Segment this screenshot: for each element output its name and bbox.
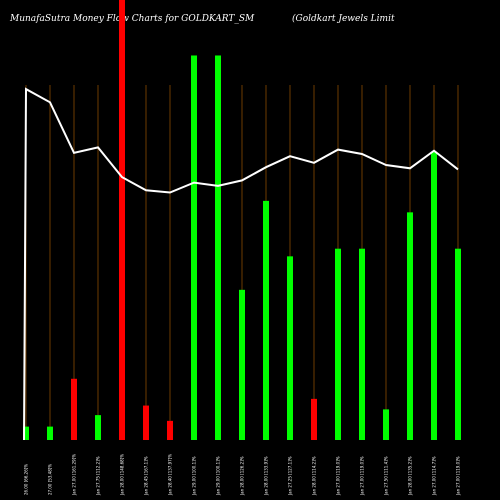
x-tick-label: Jan 28.00 [148.68]% bbox=[120, 454, 125, 496]
bar bbox=[335, 248, 341, 440]
bar bbox=[431, 152, 437, 440]
x-tick-label: 26.00 [66.26]% bbox=[24, 464, 29, 495]
x-tick-label: Jan 27.75 [112.2]% bbox=[96, 456, 101, 496]
chart-subtitle: (Goldkart Jewels Limit bbox=[292, 13, 395, 24]
bar bbox=[287, 256, 293, 440]
x-tick-label: Jan 29.00 [100.1]% bbox=[216, 456, 221, 496]
flow-line bbox=[23, 87, 459, 441]
bar bbox=[455, 248, 461, 440]
bar bbox=[191, 55, 197, 440]
bar bbox=[47, 426, 53, 440]
bar bbox=[239, 289, 245, 440]
x-tick-labels: 26.00 [66.26]% 27.00 [53.48]% Jan 27.00 [1… bbox=[24, 454, 461, 496]
bar bbox=[407, 212, 413, 440]
bar bbox=[71, 378, 77, 440]
bar bbox=[119, 0, 125, 440]
flow-line-path bbox=[23, 87, 459, 441]
x-tick-label: Jan 28.00 [126.2]% bbox=[240, 456, 245, 496]
bar bbox=[359, 248, 365, 440]
x-tick-label: Jan 27.00 [119.0]% bbox=[360, 456, 365, 496]
x-tick-label: Jan 28.45 [167.1]% bbox=[144, 456, 149, 496]
bars bbox=[23, 0, 461, 440]
x-tick-label: Jan 27.00 [119.0]% bbox=[336, 456, 341, 496]
x-tick-label: Jan 28.00 [133.9]% bbox=[264, 456, 269, 496]
x-tick-label: Jan 28.00 [114.2]% bbox=[312, 456, 317, 496]
x-tick-label: Jan 27.00 [119.0]% bbox=[456, 456, 461, 496]
x-tick-label: 27.00 [53.48]% bbox=[48, 464, 53, 495]
x-tick-label: Jan 27.50 [111.4]% bbox=[384, 456, 389, 496]
bar bbox=[167, 420, 173, 440]
bar bbox=[95, 415, 101, 440]
bar bbox=[311, 398, 317, 440]
x-tick-label: Jan 28.40 [137.97]% bbox=[168, 454, 173, 496]
x-tick-label: Jan 29.00 [100.1]% bbox=[192, 456, 197, 496]
bar bbox=[23, 426, 29, 440]
x-tick-label: Jan 27.00 [114.7]% bbox=[432, 456, 437, 496]
x-tick-label: Jan 27.25 [127.1]% bbox=[288, 456, 293, 496]
bar bbox=[143, 405, 149, 440]
bar bbox=[215, 55, 221, 440]
bar bbox=[383, 409, 389, 440]
x-tick-label: Jan 27.00 [161.29]% bbox=[72, 454, 77, 496]
x-tick-label: Jan 28.00 [135.2]% bbox=[408, 456, 413, 496]
bar bbox=[263, 200, 269, 440]
chart-title: MunafaSutra Money Flow Charts for GOLDKA… bbox=[9, 14, 255, 24]
